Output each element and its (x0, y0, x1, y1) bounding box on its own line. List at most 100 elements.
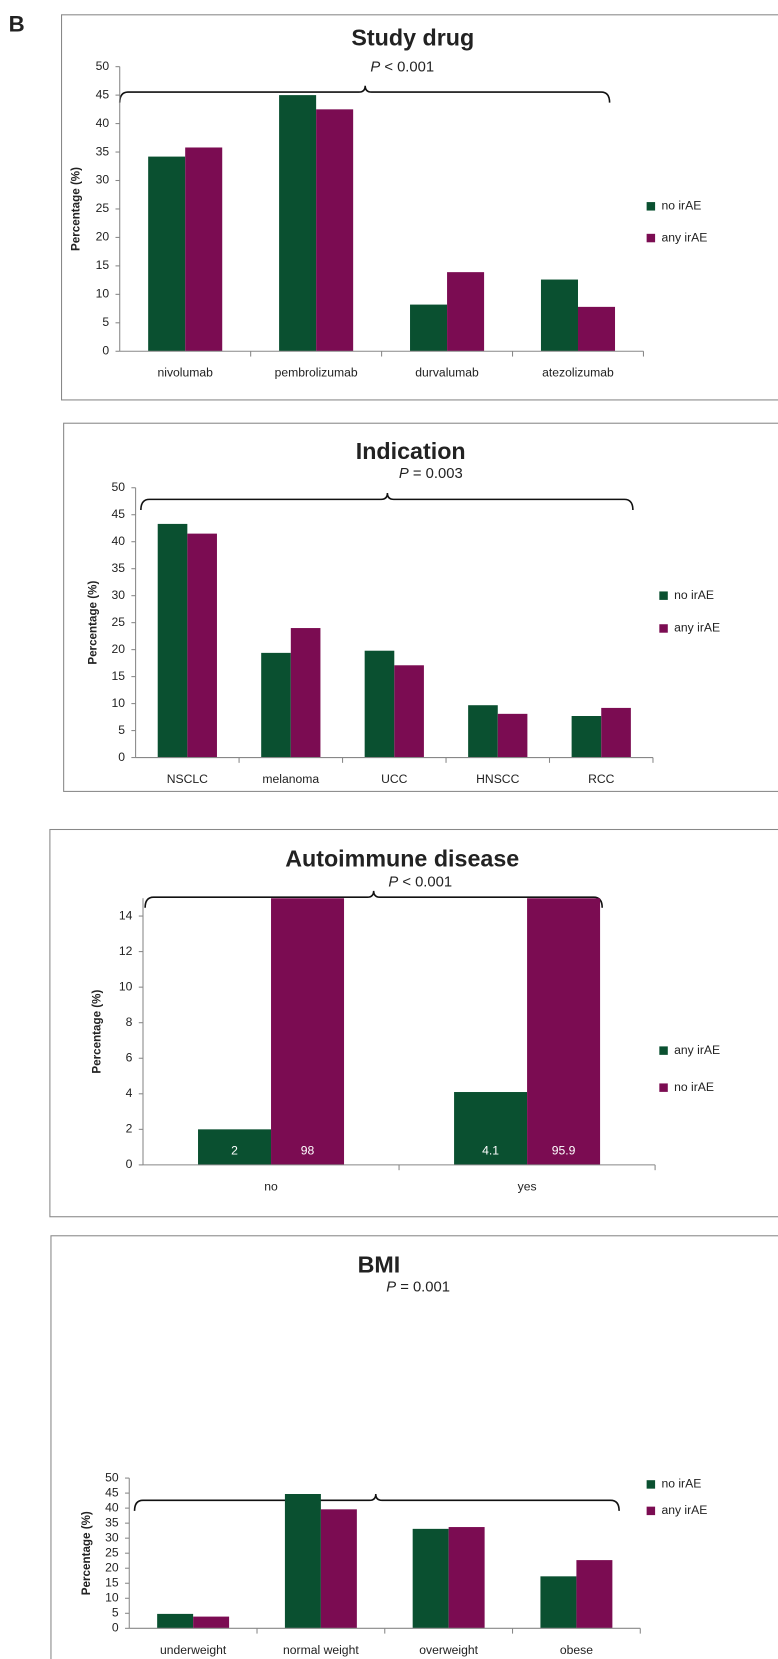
y-tick-label: 5 (112, 1606, 119, 1620)
bar (576, 1560, 613, 1629)
x-tick-label: overweight (419, 1643, 478, 1657)
x-tick-label: underweight (160, 1643, 227, 1657)
y-tick-label: 35 (111, 561, 125, 575)
y-tick-label: 35 (105, 1515, 119, 1529)
y-axis-title: Percentage (%) (80, 1511, 93, 1595)
x-tick-label: UCC (381, 772, 408, 786)
bar (497, 713, 528, 758)
legend-swatch (646, 233, 656, 243)
y-tick-label: 8 (126, 1015, 133, 1029)
x-tick-label: durvalumab (415, 366, 479, 380)
brace (133, 1493, 620, 1511)
legend-label: any irAE (674, 621, 720, 635)
chart-title: BMI (358, 1252, 401, 1278)
y-tick-label: 40 (111, 534, 125, 548)
p-text: < 0.001 (384, 60, 434, 76)
legend-swatch (646, 1480, 656, 1489)
x-tick-label: pembrolizumab (275, 366, 358, 380)
bar (320, 1509, 357, 1629)
p-annotation: P = 0.001 (386, 1280, 450, 1296)
bar (410, 304, 448, 352)
p-annotation: P = 0.003 (399, 466, 463, 482)
bar (601, 707, 631, 758)
bar (412, 1528, 449, 1629)
y-tick-label: 0 (112, 1621, 119, 1635)
y-tick-label: 30 (111, 588, 125, 602)
legend-swatch (659, 591, 668, 600)
y-tick-label: 10 (105, 1590, 119, 1604)
plot-area (148, 95, 616, 352)
y-tick-label: 50 (105, 1470, 119, 1484)
y-tick-label: 12 (119, 944, 133, 958)
y-tick-label: 4 (126, 1086, 133, 1100)
y-tick-label: 0 (102, 343, 109, 357)
chart-frame (63, 422, 778, 792)
bar (448, 1527, 485, 1629)
bar (157, 523, 188, 758)
x-tick-label: yes (518, 1179, 537, 1193)
y-tick-label: 45 (96, 87, 110, 101)
bar (284, 1494, 321, 1629)
bar (540, 1576, 577, 1629)
brace (140, 493, 634, 510)
y-axis-title: Percentage (%) (86, 581, 99, 665)
y-tick-label: 10 (111, 696, 125, 710)
y-tick-label: 14 (119, 908, 133, 922)
legend-swatch (659, 1083, 668, 1092)
p-text: < 0.001 (402, 874, 452, 890)
y-tick-label: 10 (96, 287, 110, 301)
p-symbol: P (388, 874, 398, 890)
data-label: 2 (231, 1143, 238, 1157)
plot-area (157, 523, 631, 758)
legend-label: any irAE (674, 1043, 720, 1057)
bar (185, 147, 223, 352)
y-tick-label: 5 (118, 723, 125, 737)
bar (394, 665, 424, 758)
legend-swatch (646, 1506, 656, 1516)
x-tick-label: obese (560, 1643, 593, 1657)
y-axis-title: Percentage (%) (91, 989, 104, 1073)
y-tick-label: 45 (111, 507, 125, 521)
x-tick-label: melanoma (262, 772, 319, 786)
bar (271, 898, 345, 1165)
y-tick-label: 40 (96, 116, 110, 130)
data-label: 4.1 (482, 1143, 499, 1157)
brace (144, 890, 603, 908)
chart-frame (49, 828, 778, 1218)
legend-label: any irAE (661, 1503, 707, 1517)
p-text: = 0.003 (413, 466, 463, 482)
chart-frame (61, 14, 778, 401)
x-tick-label: NSCLC (167, 772, 208, 786)
y-tick-label: 25 (105, 1545, 119, 1559)
chart-title: Autoimmune disease (285, 845, 519, 871)
bar (468, 705, 498, 758)
y-tick-label: 50 (111, 480, 125, 494)
data-label: 98 (301, 1143, 315, 1157)
y-tick-label: 30 (96, 173, 110, 187)
bar (540, 279, 578, 352)
bar (454, 1092, 528, 1165)
y-tick-label: 6 (126, 1050, 133, 1064)
bar (193, 1616, 230, 1629)
data-label: 95.9 (552, 1143, 576, 1157)
p-text: = 0.001 (400, 1280, 450, 1296)
bar (290, 628, 321, 758)
bar (198, 1129, 272, 1165)
legend-label: any irAE (661, 230, 707, 244)
x-tick-label: atezolizumab (542, 366, 614, 380)
x-tick-label: nivolumab (157, 366, 213, 380)
y-tick-label: 15 (105, 1575, 119, 1589)
y-tick-label: 2 (126, 1122, 133, 1136)
p-symbol: P (386, 1280, 396, 1296)
x-tick-label: HNSCC (476, 772, 519, 786)
bar (187, 533, 217, 758)
p-symbol: P (399, 466, 409, 482)
brace (118, 85, 611, 103)
p-annotation: P < 0.001 (370, 60, 434, 76)
bar (157, 1613, 194, 1629)
y-tick-label: 35 (96, 144, 110, 158)
x-tick-label: normal weight (283, 1643, 359, 1657)
legend-swatch (659, 624, 668, 633)
y-tick-label: 45 (105, 1485, 119, 1499)
